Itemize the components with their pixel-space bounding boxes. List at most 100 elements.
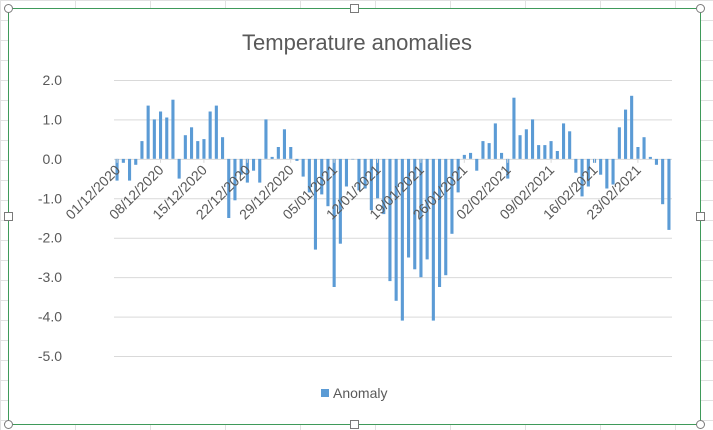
- bar[interactable]: [165, 117, 169, 159]
- bar[interactable]: [295, 158, 299, 161]
- resize-handle-right[interactable]: [696, 212, 705, 221]
- bar[interactable]: [152, 119, 156, 159]
- bar[interactable]: [344, 158, 348, 187]
- bar[interactable]: [500, 152, 504, 159]
- bar[interactable]: [177, 158, 181, 179]
- bar[interactable]: [481, 141, 485, 159]
- bar[interactable]: [654, 158, 658, 165]
- bar[interactable]: [351, 158, 355, 160]
- bar[interactable]: [425, 158, 429, 260]
- resize-handle-left[interactable]: [4, 212, 13, 221]
- bar[interactable]: [208, 111, 212, 159]
- bar[interactable]: [413, 158, 417, 270]
- bar[interactable]: [444, 158, 448, 276]
- bar[interactable]: [134, 158, 138, 165]
- bar[interactable]: [493, 123, 497, 159]
- bar[interactable]: [357, 158, 361, 191]
- chart-title[interactable]: Temperature anomalies: [242, 30, 472, 55]
- bar[interactable]: [140, 141, 144, 159]
- bar[interactable]: [580, 158, 584, 197]
- bar[interactable]: [332, 158, 336, 287]
- legend[interactable]: Anomaly: [321, 385, 387, 401]
- bar[interactable]: [394, 158, 398, 301]
- bar[interactable]: [555, 151, 559, 159]
- bar[interactable]: [605, 158, 609, 189]
- bar[interactable]: [146, 105, 150, 159]
- bar[interactable]: [183, 135, 187, 159]
- bar[interactable]: [276, 147, 280, 159]
- bar[interactable]: [648, 156, 652, 159]
- resize-handle-bottom-right[interactable]: [696, 420, 705, 429]
- bar[interactable]: [388, 158, 392, 282]
- bar[interactable]: [270, 156, 274, 159]
- bar[interactable]: [562, 123, 566, 159]
- bar[interactable]: [326, 158, 330, 207]
- bar[interactable]: [307, 158, 311, 193]
- bar[interactable]: [419, 158, 423, 278]
- bar[interactable]: [438, 158, 442, 287]
- bar[interactable]: [431, 158, 435, 321]
- bar[interactable]: [128, 158, 132, 181]
- resize-handle-bottom-left[interactable]: [4, 420, 13, 429]
- bar[interactable]: [537, 145, 541, 159]
- bar[interactable]: [617, 127, 621, 159]
- bar[interactable]: [487, 143, 491, 159]
- bar[interactable]: [264, 119, 268, 159]
- bar[interactable]: [636, 147, 640, 159]
- bar[interactable]: [469, 152, 473, 159]
- bar[interactable]: [586, 158, 590, 187]
- bar[interactable]: [512, 97, 516, 159]
- bar[interactable]: [506, 158, 510, 179]
- bar[interactable]: [221, 137, 225, 159]
- bar[interactable]: [190, 127, 194, 159]
- bar[interactable]: [289, 147, 293, 159]
- bar[interactable]: [338, 158, 342, 244]
- bar[interactable]: [363, 158, 367, 189]
- bar[interactable]: [369, 158, 373, 211]
- bar[interactable]: [214, 105, 218, 159]
- bar[interactable]: [456, 158, 460, 193]
- resize-handle-top-right[interactable]: [696, 4, 705, 13]
- bar[interactable]: [245, 158, 249, 183]
- bar[interactable]: [450, 158, 454, 234]
- bar[interactable]: [475, 158, 479, 171]
- bar[interactable]: [661, 158, 665, 205]
- bar[interactable]: [239, 158, 243, 175]
- resize-handle-bottom[interactable]: [350, 420, 359, 429]
- bar[interactable]: [462, 154, 466, 159]
- bar[interactable]: [518, 135, 522, 159]
- bar[interactable]: [642, 137, 646, 159]
- bar[interactable]: [376, 158, 380, 199]
- bar[interactable]: [382, 158, 386, 215]
- bar[interactable]: [258, 158, 262, 183]
- bar[interactable]: [599, 158, 603, 175]
- bar[interactable]: [233, 158, 237, 201]
- bar[interactable]: [252, 158, 256, 171]
- bar[interactable]: [624, 109, 628, 159]
- bar[interactable]: [227, 158, 231, 218]
- bar[interactable]: [171, 99, 175, 159]
- bar[interactable]: [667, 158, 671, 230]
- bar[interactable]: [543, 145, 547, 159]
- bar[interactable]: [549, 141, 553, 159]
- bar[interactable]: [301, 158, 305, 177]
- resize-handle-top[interactable]: [350, 4, 359, 13]
- bar[interactable]: [407, 158, 411, 258]
- bar[interactable]: [159, 111, 163, 159]
- bar[interactable]: [630, 95, 634, 159]
- bar[interactable]: [531, 119, 535, 159]
- resize-handle-top-left[interactable]: [4, 4, 13, 13]
- chart-frame[interactable]: [8, 8, 701, 425]
- bar[interactable]: [568, 131, 572, 159]
- bar[interactable]: [202, 139, 206, 159]
- bar[interactable]: [121, 158, 125, 163]
- bar[interactable]: [524, 129, 528, 159]
- bar[interactable]: [320, 158, 324, 195]
- bar[interactable]: [400, 158, 404, 321]
- bar[interactable]: [313, 158, 317, 250]
- bar[interactable]: [196, 141, 200, 159]
- bar[interactable]: [611, 158, 615, 185]
- bar[interactable]: [282, 129, 286, 159]
- bar[interactable]: [115, 158, 119, 181]
